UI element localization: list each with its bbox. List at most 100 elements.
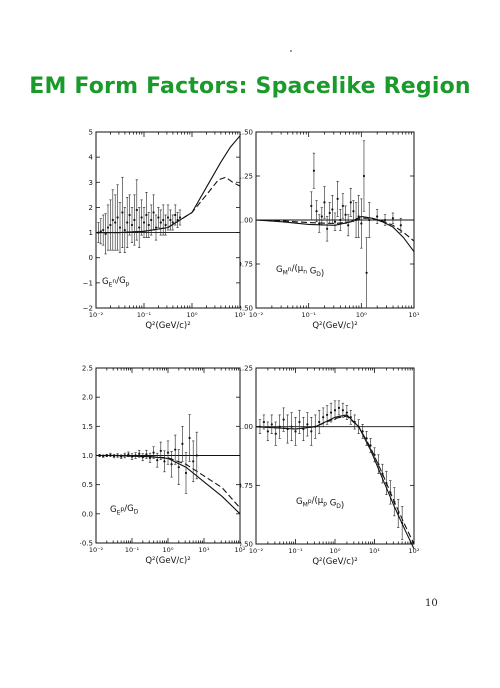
data-point — [397, 512, 400, 515]
data-point — [333, 220, 337, 223]
data-point — [133, 218, 136, 222]
x-tick-label: 10⁻¹ — [125, 546, 140, 554]
y-tick-label: 2.5 — [82, 365, 93, 373]
data-point — [184, 471, 188, 475]
data-point — [339, 218, 342, 222]
data-point — [318, 222, 321, 225]
y-tick-label: 0.75 — [240, 482, 253, 490]
data-point — [195, 454, 198, 457]
panel-label: GEp/GD — [110, 504, 139, 517]
x-tick-label: 10⁻¹ — [288, 547, 303, 555]
data-point — [306, 423, 309, 426]
data-point — [130, 455, 134, 458]
chart-svg-gep: −0.5 0.0 0.5 1.0 1.5 2.0 2.5 10⁻² 10⁻¹ 10⁰ 10¹ 10² Q… — [80, 365, 246, 567]
data-point — [176, 218, 179, 222]
data-point — [114, 221, 117, 224]
data-point — [258, 425, 262, 428]
data-point — [106, 226, 110, 229]
y-tick-label: 5 — [89, 129, 93, 137]
y-tick-label: 1.00 — [240, 217, 253, 225]
data-point — [373, 453, 376, 456]
data-point — [135, 208, 138, 212]
data-point — [354, 218, 358, 222]
x-axis-label: Q²(GeV/c)² — [145, 321, 190, 331]
y-tick-label: 1.5 — [82, 423, 93, 431]
data-point — [170, 463, 173, 466]
data-point — [169, 218, 172, 222]
data-point — [127, 453, 130, 456]
data-point — [150, 218, 153, 222]
data-point — [134, 454, 137, 457]
x-tick-label: 10¹ — [199, 546, 210, 554]
data-point — [298, 420, 301, 424]
data-point — [162, 218, 165, 222]
data-point — [389, 491, 392, 494]
data-point — [401, 521, 404, 524]
y-tick-label: 1.25 — [240, 365, 253, 373]
data-point — [120, 455, 123, 458]
data-point — [315, 210, 318, 213]
panel-label: GEn/Gp — [102, 276, 130, 289]
y-tick-label: 2 — [89, 204, 93, 212]
y-tick-label: 1.0 — [82, 452, 93, 460]
data-point — [141, 456, 144, 459]
y-tick-label: 0.75 — [240, 261, 253, 269]
data-point — [145, 213, 148, 217]
y-tick-label: 4 — [89, 154, 94, 162]
data-point — [178, 216, 182, 219]
x-tick-label: 10² — [409, 547, 420, 555]
data-point — [147, 223, 150, 227]
x-axis-label: Q²(GeV/c)² — [145, 556, 190, 566]
data-point — [188, 436, 191, 440]
top-dot — [290, 50, 292, 52]
data-point — [152, 451, 155, 454]
data-point — [357, 425, 360, 428]
data-point — [362, 174, 366, 178]
data-point — [99, 230, 102, 233]
data-point — [333, 409, 337, 412]
data-point — [174, 448, 177, 451]
data-point — [109, 453, 112, 457]
x-tick-label: 10⁻² — [89, 546, 104, 554]
data-point — [282, 418, 285, 421]
data-point — [262, 420, 265, 424]
data-point — [376, 215, 379, 218]
data-point — [365, 437, 368, 440]
y-tick-label: 0.50 — [240, 541, 253, 549]
data-point — [116, 454, 119, 457]
plot-gmn-ratio: 0.50 0.75 1.00 1.25 1.50 10⁻² 10⁻¹ 10⁰ 10¹ Q²(GeV… — [240, 124, 480, 334]
data-point — [154, 226, 158, 229]
data-point — [320, 215, 323, 218]
data-point — [322, 416, 325, 419]
x-tick-label: 10¹ — [369, 547, 380, 555]
data-point — [138, 226, 141, 229]
data-point — [177, 466, 180, 469]
data-point — [294, 430, 297, 433]
data-point — [326, 413, 329, 417]
x-tick-label: 10⁻² — [249, 547, 264, 555]
data-point — [159, 449, 162, 452]
x-tick-label: 10¹ — [235, 311, 246, 319]
plot-gen-ratio: −2 −1 0 1 2 3 4 5 10⁻² 10⁻¹ 10⁰ 10¹ Q²(GeV/c)² GEn/Gp — [80, 124, 320, 334]
x-tick-label: 10⁰ — [356, 311, 367, 319]
data-point — [391, 217, 395, 220]
data-point — [166, 216, 170, 219]
y-tick-label: 0.50 — [240, 305, 253, 313]
y-tick-label: −1 — [83, 279, 93, 287]
y-tick-label: 0.5 — [82, 481, 93, 489]
data-point — [286, 427, 289, 431]
data-point — [278, 425, 281, 428]
data-point — [123, 228, 126, 232]
data-point — [344, 213, 347, 216]
data-point — [163, 460, 166, 463]
data-point — [270, 423, 273, 426]
data-point — [192, 460, 195, 463]
data-point — [159, 221, 162, 224]
data-point — [148, 456, 152, 459]
panel-label: GMp/(μp GD) — [296, 496, 344, 511]
y-tick-label: 2.0 — [82, 394, 93, 402]
data-point — [112, 454, 116, 458]
data-point — [104, 232, 107, 235]
data-point — [336, 197, 339, 200]
data-point — [352, 210, 355, 213]
